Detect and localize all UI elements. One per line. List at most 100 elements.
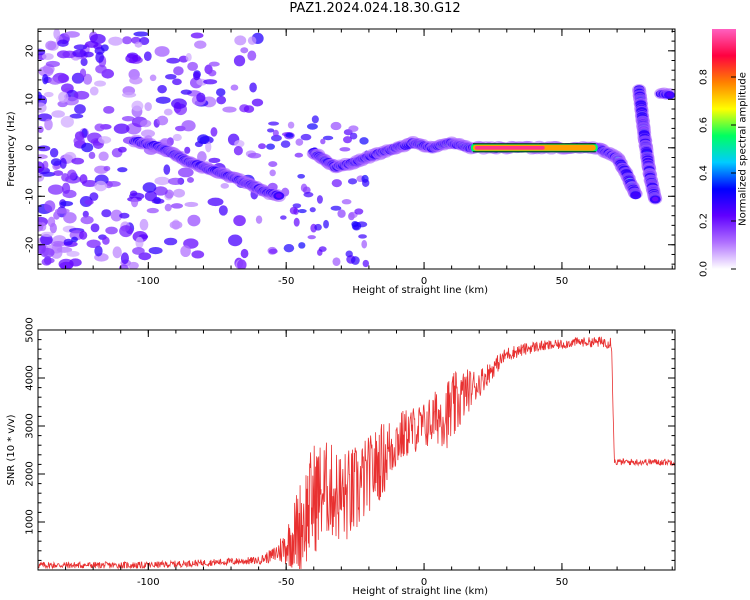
noise-cell: [240, 47, 249, 54]
noise-cell: [234, 35, 247, 46]
y-axis-label: Frequency (Hz): [6, 111, 17, 187]
noise-cell: [73, 90, 90, 100]
noise-cell: [350, 256, 360, 265]
noise-cell: [71, 236, 78, 243]
noise-cell: [38, 48, 46, 56]
chart-title: PAZ1.2024.024.18.30.G12: [289, 1, 461, 16]
noise-cell: [117, 167, 128, 173]
noise-cell: [89, 86, 99, 96]
noise-cell: [283, 243, 295, 253]
noise-cell: [79, 68, 87, 78]
noise-cell: [351, 221, 362, 231]
noise-cell: [144, 190, 157, 202]
ridge-core: [632, 192, 639, 197]
noise-cell: [94, 80, 106, 87]
noise-cell: [156, 115, 169, 126]
y-tick-label: 4000: [25, 365, 36, 390]
noise-cell: [53, 170, 64, 177]
noise-cell: [120, 252, 129, 265]
noise-cell: [173, 66, 184, 76]
noise-cell: [102, 236, 110, 245]
noise-cell: [307, 235, 316, 240]
noise-cell: [354, 208, 364, 215]
ridge-core: [275, 193, 283, 199]
y-tick-label: 20: [25, 44, 36, 57]
noise-cell: [359, 137, 369, 145]
noise-cell: [129, 190, 138, 197]
noise-cell: [61, 182, 71, 194]
noise-cell: [38, 154, 48, 160]
noise-cell: [170, 203, 184, 209]
noise-cell: [343, 136, 352, 144]
noise-cell: [330, 205, 342, 211]
noise-cell: [38, 221, 44, 232]
colorbar-label: Normalized spectral amplitude: [738, 72, 749, 226]
noise-cell: [171, 98, 187, 109]
noise-cell: [271, 134, 282, 142]
noise-cell: [41, 53, 54, 60]
noise-cell: [57, 73, 70, 83]
noise-cell: [196, 92, 206, 103]
noise-cell: [191, 250, 205, 259]
y-tick-label: 5000: [25, 317, 36, 342]
noise-cell: [59, 157, 67, 169]
noise-cell: [307, 123, 318, 130]
noise-cell: [207, 197, 224, 207]
noise-cell: [208, 157, 221, 164]
noise-cell: [142, 182, 157, 193]
noise-cell: [129, 76, 143, 85]
x-tick-label: 0: [421, 577, 427, 588]
noise-cell: [94, 180, 108, 192]
y-tick-label: 0: [25, 145, 36, 151]
noise-cell: [51, 241, 66, 247]
noise-cell: [73, 44, 88, 50]
noise-cell: [121, 115, 135, 122]
noise-cell: [234, 139, 245, 148]
y-tick-label: 3000: [25, 413, 36, 438]
noise-cell: [103, 105, 115, 114]
noise-cell: [83, 51, 94, 58]
noise-cell: [118, 264, 129, 269]
noise-cell: [362, 259, 369, 268]
noise-cell: [154, 176, 170, 186]
noise-cell: [323, 219, 329, 229]
noise-cell: [163, 164, 171, 175]
noise-cell: [233, 55, 246, 67]
noise-cell: [220, 182, 229, 189]
noise-cell: [181, 120, 196, 132]
noise-cell: [58, 91, 69, 103]
snr-line: [38, 336, 675, 570]
noise-cell: [38, 102, 47, 113]
noise-cell: [309, 207, 316, 213]
noise-cell: [247, 50, 257, 61]
ridge-band: [474, 145, 545, 150]
noise-cell: [203, 79, 218, 85]
noise-cell: [258, 143, 266, 150]
noise-cell: [132, 247, 145, 255]
noise-cell: [122, 36, 132, 45]
noise-cell: [38, 126, 44, 134]
noise-cell: [47, 184, 64, 195]
noise-cell: [38, 145, 51, 152]
noise-cell: [155, 96, 171, 104]
noise-cell: [94, 123, 105, 132]
noise-cell: [184, 146, 191, 154]
noise-cell: [243, 105, 255, 113]
noise-cell: [63, 238, 73, 246]
x-tick-label: -100: [137, 276, 160, 287]
noise-cell: [140, 119, 152, 128]
noise-cell: [222, 106, 237, 113]
noise-cell: [110, 209, 123, 222]
noise-cell: [103, 165, 111, 172]
noise-cell: [90, 223, 100, 233]
noise-cell: [119, 225, 133, 238]
noise-cell: [314, 223, 322, 231]
noise-cell: [187, 61, 199, 71]
colorbar-tick-label: 0.4: [699, 165, 710, 181]
colorbar-fill: [712, 29, 736, 269]
noise-cell: [81, 142, 94, 153]
noise-cell: [74, 104, 86, 115]
noise-cell: [135, 236, 144, 249]
noise-cell: [53, 211, 60, 220]
y-tick-label: 2000: [25, 461, 36, 486]
